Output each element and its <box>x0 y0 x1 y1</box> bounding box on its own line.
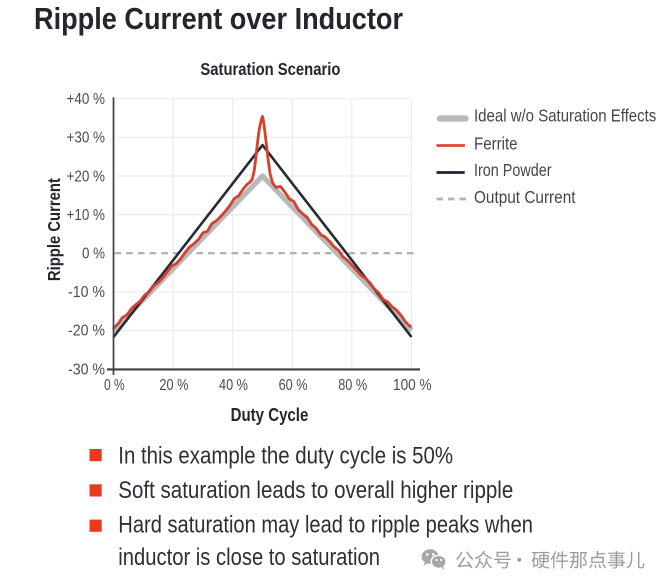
svg-text:+40 %: +40 % <box>67 91 106 108</box>
svg-text:Ripple Current over Inductor: Ripple Current over Inductor <box>34 1 403 36</box>
svg-text:Soft saturation leads to overa: Soft saturation leads to overall higher … <box>118 477 513 504</box>
svg-text:100 %: 100 % <box>393 377 432 394</box>
svg-text:Saturation Scenario: Saturation Scenario <box>200 59 340 79</box>
svg-text:60 %: 60 % <box>279 377 308 394</box>
svg-text:40 %: 40 % <box>219 377 248 394</box>
svg-text:Iron Powder: Iron Powder <box>474 160 552 180</box>
svg-text:Output Current: Output Current <box>474 187 576 207</box>
svg-text:inductor is close to saturatio: inductor is close to saturation <box>118 544 380 571</box>
svg-text:Duty Cycle: Duty Cycle <box>231 405 309 425</box>
svg-text:0 %: 0 % <box>82 246 105 263</box>
svg-text:Ripple Current: Ripple Current <box>44 178 64 281</box>
svg-text:+20 %: +20 % <box>67 168 106 185</box>
svg-text:+10 %: +10 % <box>67 207 106 224</box>
svg-text:-30 %: -30 % <box>68 361 105 378</box>
svg-text:In this example the duty cycle: In this example the duty cycle is 50% <box>118 442 453 469</box>
svg-text:0 %: 0 % <box>104 377 125 394</box>
svg-text:Hard saturation may lead to ri: Hard saturation may lead to ripple peaks… <box>118 512 533 539</box>
svg-text:20 %: 20 % <box>159 377 188 394</box>
svg-text:Ferrite: Ferrite <box>474 134 518 154</box>
svg-text:-20 %: -20 % <box>68 323 105 340</box>
svg-text:80 %: 80 % <box>338 377 367 394</box>
svg-text:-10 %: -10 % <box>68 284 105 301</box>
svg-text:Ideal w/o Saturation Effects: Ideal w/o Saturation Effects <box>474 106 657 126</box>
svg-text:+30 %: +30 % <box>67 130 106 147</box>
